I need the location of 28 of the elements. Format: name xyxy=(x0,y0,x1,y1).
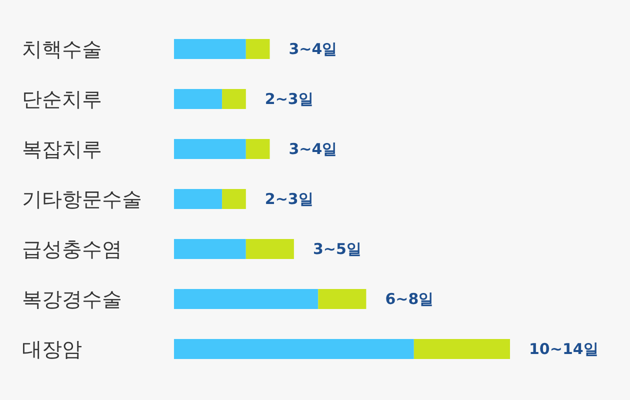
y-tick-label: 복강경수술 xyxy=(22,287,122,311)
bar xyxy=(246,139,270,159)
bar xyxy=(174,39,246,59)
bar xyxy=(174,239,246,259)
y-tick-label: 급성충수염 xyxy=(22,237,122,261)
y-tick-label: 대장암 xyxy=(22,337,82,361)
total-label: 3~4일 xyxy=(288,140,338,158)
total-label: 3~4일 xyxy=(288,40,338,58)
bar xyxy=(246,239,294,259)
bar xyxy=(174,89,222,109)
bar xyxy=(174,289,318,309)
bar xyxy=(414,339,510,359)
y-tick-label: 단순치루 xyxy=(22,87,102,111)
y-tick-label: 기타항문수술 xyxy=(22,187,142,211)
bar xyxy=(174,139,246,159)
y-tick-label: 복잡치루 xyxy=(22,137,102,161)
total-label: 3~5일 xyxy=(312,240,362,258)
total-label: 2~3일 xyxy=(264,90,314,108)
bar xyxy=(222,89,246,109)
bar xyxy=(174,189,222,209)
y-tick-label: 치핵수술 xyxy=(22,37,102,61)
total-label: 2~3일 xyxy=(264,190,314,208)
total-label: 6~8일 xyxy=(385,290,434,308)
bar xyxy=(318,289,366,309)
bar xyxy=(174,339,414,359)
total-label: 10~14일 xyxy=(529,340,598,358)
bar xyxy=(246,39,270,59)
bar xyxy=(222,189,246,209)
